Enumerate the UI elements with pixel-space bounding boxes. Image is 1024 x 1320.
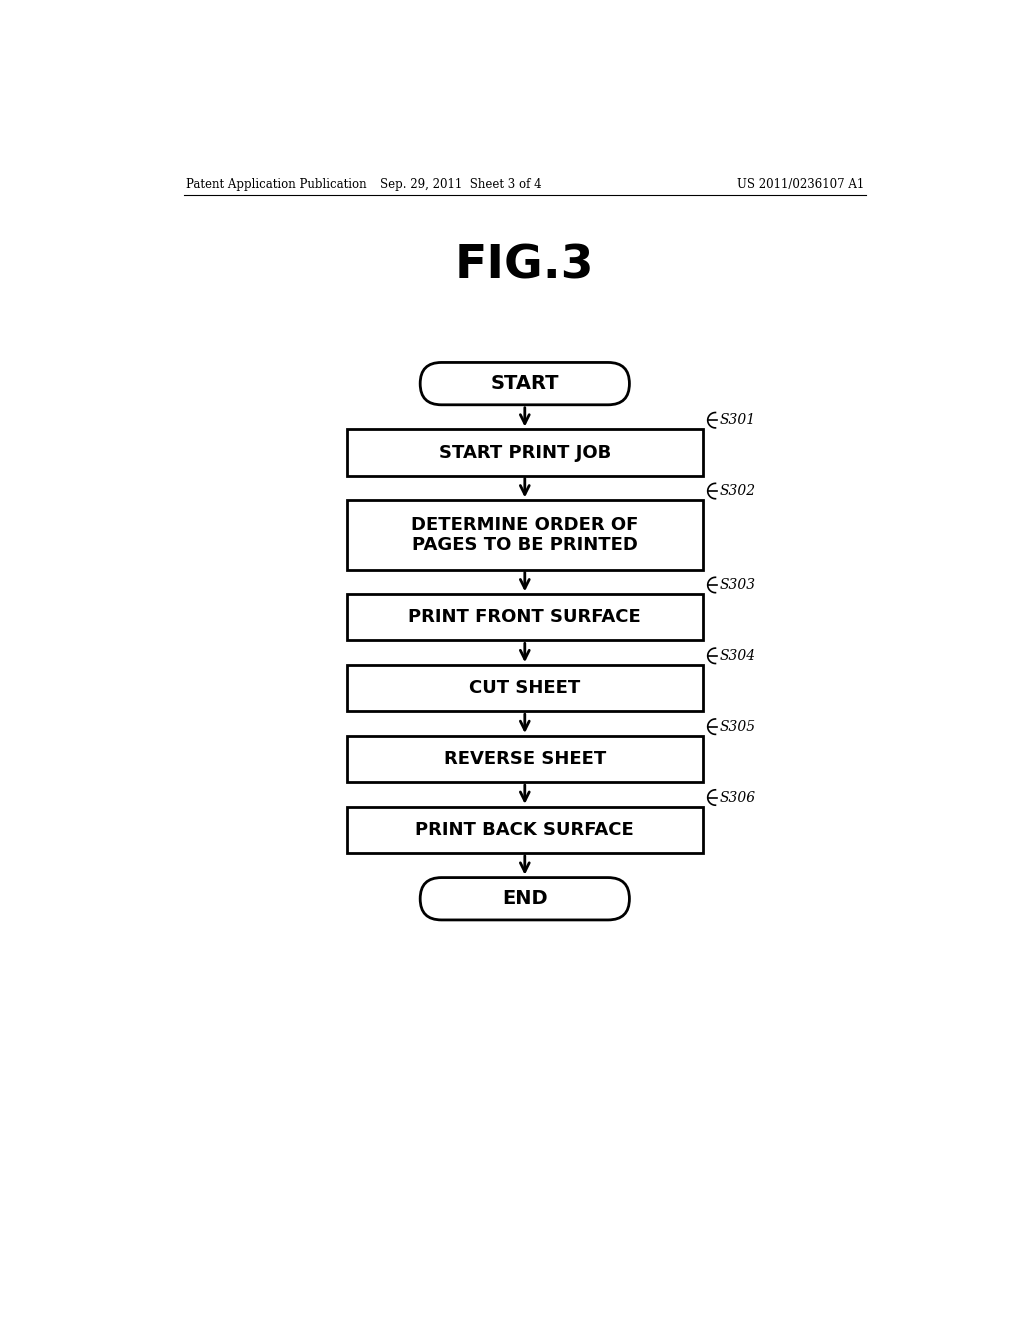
Text: S303: S303	[719, 578, 756, 591]
Bar	[346, 665, 703, 711]
Text: START PRINT JOB: START PRINT JOB	[438, 444, 611, 462]
Text: Sep. 29, 2011  Sheet 3 of 4: Sep. 29, 2011 Sheet 3 of 4	[381, 178, 542, 190]
Text: DETERMINE ORDER OF
PAGES TO BE PRINTED: DETERMINE ORDER OF PAGES TO BE PRINTED	[411, 516, 639, 554]
Text: S306: S306	[719, 791, 756, 804]
Text: US 2011/0236107 A1: US 2011/0236107 A1	[737, 178, 864, 190]
Text: CUT SHEET: CUT SHEET	[469, 680, 581, 697]
Text: FIG.3: FIG.3	[455, 243, 595, 288]
Bar	[346, 594, 703, 640]
Bar	[346, 429, 703, 475]
Text: Patent Application Publication: Patent Application Publication	[186, 178, 367, 190]
Bar	[346, 500, 703, 570]
Text: S301: S301	[719, 413, 756, 428]
FancyBboxPatch shape	[420, 878, 630, 920]
Text: PRINT BACK SURFACE: PRINT BACK SURFACE	[416, 821, 634, 838]
Bar	[346, 737, 703, 781]
Text: REVERSE SHEET: REVERSE SHEET	[443, 750, 606, 768]
Text: S305: S305	[719, 719, 756, 734]
Text: START: START	[490, 374, 559, 393]
Text: PRINT FRONT SURFACE: PRINT FRONT SURFACE	[409, 609, 641, 626]
Bar	[346, 807, 703, 853]
Text: S302: S302	[719, 484, 756, 498]
FancyBboxPatch shape	[420, 363, 630, 405]
Text: END: END	[502, 890, 548, 908]
Text: S304: S304	[719, 649, 756, 663]
